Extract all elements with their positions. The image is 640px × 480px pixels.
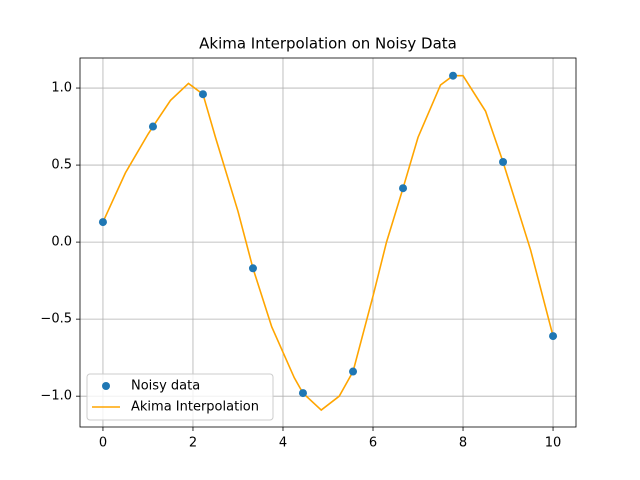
- y-tick-label: −0.5: [40, 312, 72, 327]
- y-tick-label: −1.0: [40, 389, 72, 404]
- y-tick-label: 0.0: [51, 235, 72, 250]
- line: [102, 74, 554, 412]
- x-tick-label: 4: [279, 436, 287, 451]
- x-tick-label: 0: [99, 436, 107, 451]
- plot-frame: [79, 57, 577, 428]
- data-point: [349, 367, 358, 376]
- data-point: [198, 90, 207, 99]
- data-point: [499, 157, 508, 166]
- legend-box: [86, 373, 274, 421]
- data-point: [98, 218, 107, 227]
- y-tick-label: 0.5: [51, 158, 72, 173]
- legend-label: Noisy data: [131, 379, 200, 394]
- data-point: [399, 184, 408, 193]
- data-point: [549, 332, 558, 341]
- legend-label: Akima Interpolation: [131, 400, 259, 415]
- x-tick-label: 8: [459, 436, 467, 451]
- legend-marker: [102, 382, 110, 390]
- x-tick-label: 6: [369, 436, 377, 451]
- x-tick-label: 2: [189, 436, 197, 451]
- data-point: [248, 264, 257, 273]
- data-point: [449, 71, 458, 80]
- y-tick-label: 1.0: [51, 81, 72, 96]
- x-tick-label: 10: [545, 436, 562, 451]
- data-point: [148, 122, 157, 131]
- data-point: [298, 389, 307, 398]
- chart-title: Akima Interpolation on Noisy Data: [199, 35, 457, 53]
